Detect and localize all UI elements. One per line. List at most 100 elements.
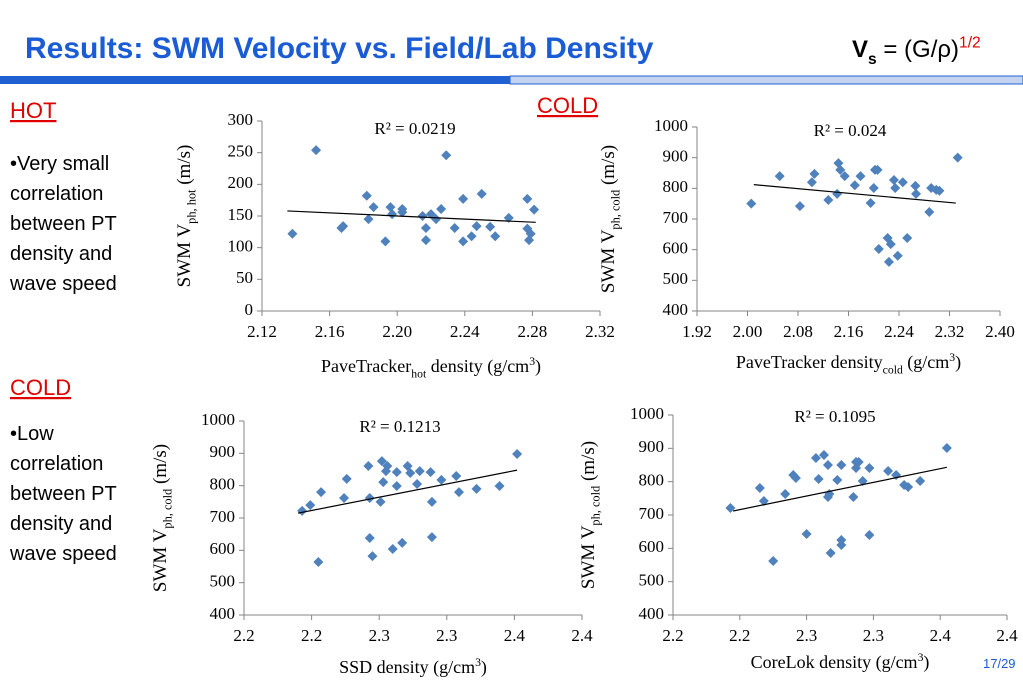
data-point bbox=[822, 460, 833, 470]
data-point bbox=[441, 150, 452, 161]
text-segment: ph, hot bbox=[185, 189, 199, 224]
bullet-line: between PT bbox=[10, 483, 117, 505]
bullet-line: between PT bbox=[10, 213, 117, 235]
data-point bbox=[405, 468, 416, 479]
data-point bbox=[387, 209, 398, 220]
text-segment: = (G/ρ) bbox=[877, 36, 959, 63]
data-point bbox=[813, 474, 824, 484]
data-point bbox=[754, 483, 765, 493]
x-tick-label: 2.4 bbox=[504, 626, 526, 645]
data-point bbox=[476, 188, 487, 199]
y-tick-label: 50 bbox=[236, 268, 253, 287]
data-point bbox=[794, 201, 805, 212]
y-tick-label: 600 bbox=[210, 539, 236, 558]
data-point bbox=[414, 466, 425, 477]
data-point bbox=[853, 457, 864, 467]
data-point bbox=[361, 190, 372, 201]
data-point bbox=[883, 256, 894, 267]
x-tick-label: 2.12 bbox=[247, 322, 277, 341]
y-axis-label: SWM Vph, cold (m/s) bbox=[150, 444, 175, 592]
trendline bbox=[297, 469, 518, 514]
text-segment: ) bbox=[923, 652, 929, 673]
x-tick-label: 2.2 bbox=[729, 626, 750, 645]
data-point bbox=[529, 204, 540, 215]
data-point bbox=[848, 492, 859, 502]
data-point bbox=[316, 487, 327, 498]
data-point bbox=[780, 489, 791, 499]
data-point bbox=[363, 214, 374, 225]
data-point bbox=[892, 250, 903, 261]
text-segment: 3 bbox=[475, 656, 481, 669]
data-point bbox=[836, 460, 847, 470]
text-segment: (m/s) bbox=[150, 444, 171, 489]
data-point bbox=[466, 231, 477, 242]
data-point bbox=[888, 175, 899, 186]
data-point bbox=[471, 483, 482, 494]
data-point bbox=[305, 500, 316, 511]
text-segment: SWM V bbox=[174, 224, 195, 288]
y-tick-label: 250 bbox=[228, 142, 254, 161]
x-tick-label: 2.24 bbox=[884, 322, 914, 341]
data-point bbox=[458, 236, 469, 247]
data-point bbox=[855, 171, 866, 182]
data-point bbox=[417, 211, 428, 221]
data-point bbox=[311, 145, 322, 156]
x-tick-label: 2.24 bbox=[450, 322, 480, 341]
x-tick-label: 2.32 bbox=[935, 322, 965, 341]
data-point bbox=[385, 202, 396, 213]
text-segment: ph, cold bbox=[609, 189, 623, 230]
x-axis-label: PaveTrackerhot density (g/cm3) bbox=[321, 355, 541, 381]
y-tick-label: 600 bbox=[663, 239, 689, 258]
data-point bbox=[806, 177, 817, 188]
text-segment: cold bbox=[883, 363, 903, 376]
page-number: 17/29 bbox=[983, 656, 1016, 671]
data-point bbox=[924, 206, 935, 217]
slide-title: Results: SWM Velocity vs. Field/Lab Dens… bbox=[25, 32, 654, 65]
y-tick-label: 800 bbox=[210, 475, 236, 494]
data-point bbox=[458, 193, 469, 204]
x-tick-label: 2.2 bbox=[233, 626, 254, 645]
text-segment: density (g/cm bbox=[426, 356, 529, 377]
annotation: R² = 0.024 bbox=[814, 121, 887, 140]
text-segment: 1/2 bbox=[959, 34, 981, 51]
data-point bbox=[839, 171, 850, 182]
trendline bbox=[753, 184, 956, 204]
section-heading: COLD bbox=[537, 93, 598, 118]
section-heading: HOT bbox=[10, 98, 56, 123]
data-point bbox=[883, 466, 894, 476]
data-point bbox=[420, 223, 431, 234]
y-tick-label: 700 bbox=[210, 507, 236, 526]
text-segment: ph, cold bbox=[161, 488, 175, 529]
data-point bbox=[451, 470, 462, 481]
x-tick-label: 2.3 bbox=[863, 626, 884, 645]
y-tick-label: 900 bbox=[663, 147, 689, 166]
data-point bbox=[391, 467, 402, 478]
annotation: R² = 0.0219 bbox=[374, 119, 455, 138]
text-segment: 3 bbox=[918, 651, 924, 664]
x-tick-label: 2.32 bbox=[585, 322, 615, 341]
text-segment: SSD density (g/cm bbox=[339, 657, 475, 678]
data-point bbox=[512, 448, 523, 459]
x-tick-label: 1.92 bbox=[682, 322, 712, 341]
x-tick-label: 2.2 bbox=[301, 626, 322, 645]
data-point bbox=[380, 236, 391, 247]
x-tick-label: 2.28 bbox=[518, 322, 548, 341]
formula: Vs = (G/ρ)1/2 bbox=[852, 34, 981, 68]
data-point bbox=[832, 188, 843, 199]
text-segment: hot bbox=[411, 367, 427, 380]
text-segment: SWM V bbox=[598, 229, 619, 293]
x-tick-label: 2.08 bbox=[783, 322, 813, 341]
bullet-line: correlation bbox=[10, 453, 103, 475]
y-tick-label: 1000 bbox=[654, 116, 688, 135]
text-segment: SWM V bbox=[150, 528, 171, 592]
data-point bbox=[941, 443, 952, 453]
data-point bbox=[387, 544, 398, 555]
y-tick-label: 100 bbox=[228, 237, 254, 256]
text-segment: ) bbox=[955, 352, 961, 373]
bullet-line: density and bbox=[10, 513, 112, 535]
data-point bbox=[485, 221, 496, 232]
data-point bbox=[801, 529, 812, 539]
y-tick-label: 1000 bbox=[201, 410, 235, 429]
x-tick-label: 2.4 bbox=[996, 626, 1018, 645]
y-axis-label: SWM Vph, cold (m/s) bbox=[598, 145, 623, 293]
